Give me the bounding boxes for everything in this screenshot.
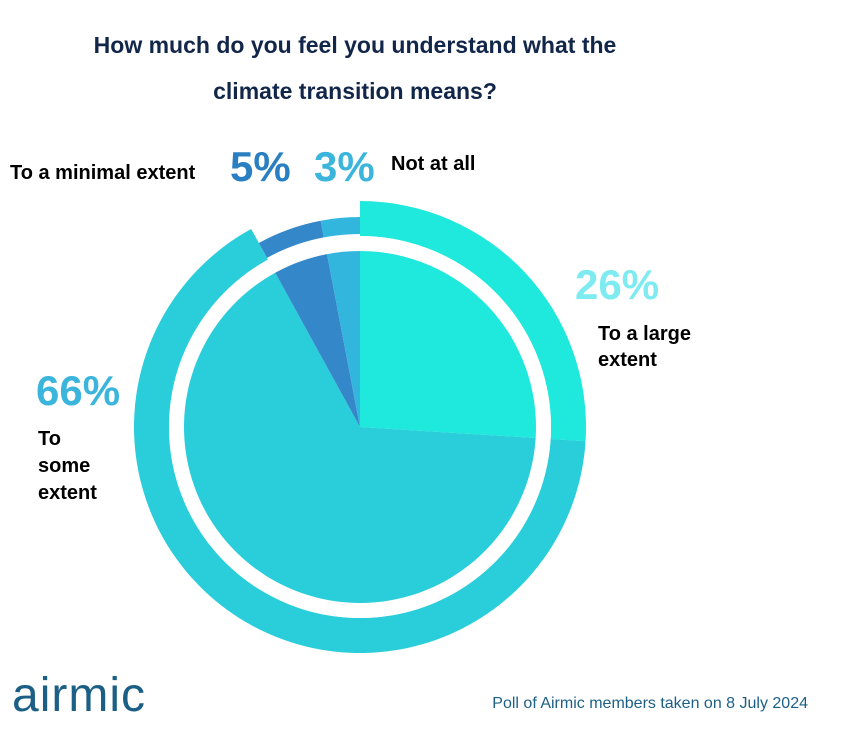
ring-segment-not-at-all [320, 217, 360, 238]
chart-title: How much do you feel you understand what… [0, 22, 710, 114]
data-label-to-a-minimal-extent: 5% [230, 143, 291, 190]
airmic-logo: airmic [12, 669, 146, 722]
poll-footnote: Poll of Airmic members taken on 8 July 2… [492, 695, 808, 712]
category-label-line: extent [38, 482, 97, 504]
category-label-to-a-large-extent: To a large extent [598, 323, 691, 371]
data-label-to-some-extent: 66% [36, 367, 120, 414]
data-label-not-at-all: 3% [314, 143, 375, 190]
category-label-to-some-extent: To some extent [38, 428, 97, 504]
ring-segment-to-a-minimal-extent [258, 220, 324, 258]
category-label-not-at-all: Not at all [391, 153, 475, 175]
chart-title-line-2: climate transition means? [213, 78, 497, 104]
category-label-line: To a large [598, 323, 691, 345]
category-label-line: To [38, 428, 61, 450]
ring-segment-to-a-large-extent [360, 201, 586, 442]
category-label-line: To a minimal extent [10, 162, 196, 184]
category-label-line: extent [598, 349, 657, 371]
category-label-line: some [38, 455, 90, 477]
category-label-to-a-minimal-extent: To a minimal extent [10, 162, 196, 184]
ring-gap [169, 236, 551, 618]
pie-slice-to-a-large-extent [360, 251, 536, 439]
pie-slice-to-some-extent [184, 272, 536, 603]
data-label-to-a-large-extent: 26% [575, 261, 659, 308]
pie-slice-not-at-all [327, 251, 360, 427]
chart-title-line-1: How much do you feel you understand what… [93, 32, 617, 58]
pie-slice-to-a-minimal-extent [275, 254, 360, 427]
category-label-line: Not at all [391, 153, 475, 175]
